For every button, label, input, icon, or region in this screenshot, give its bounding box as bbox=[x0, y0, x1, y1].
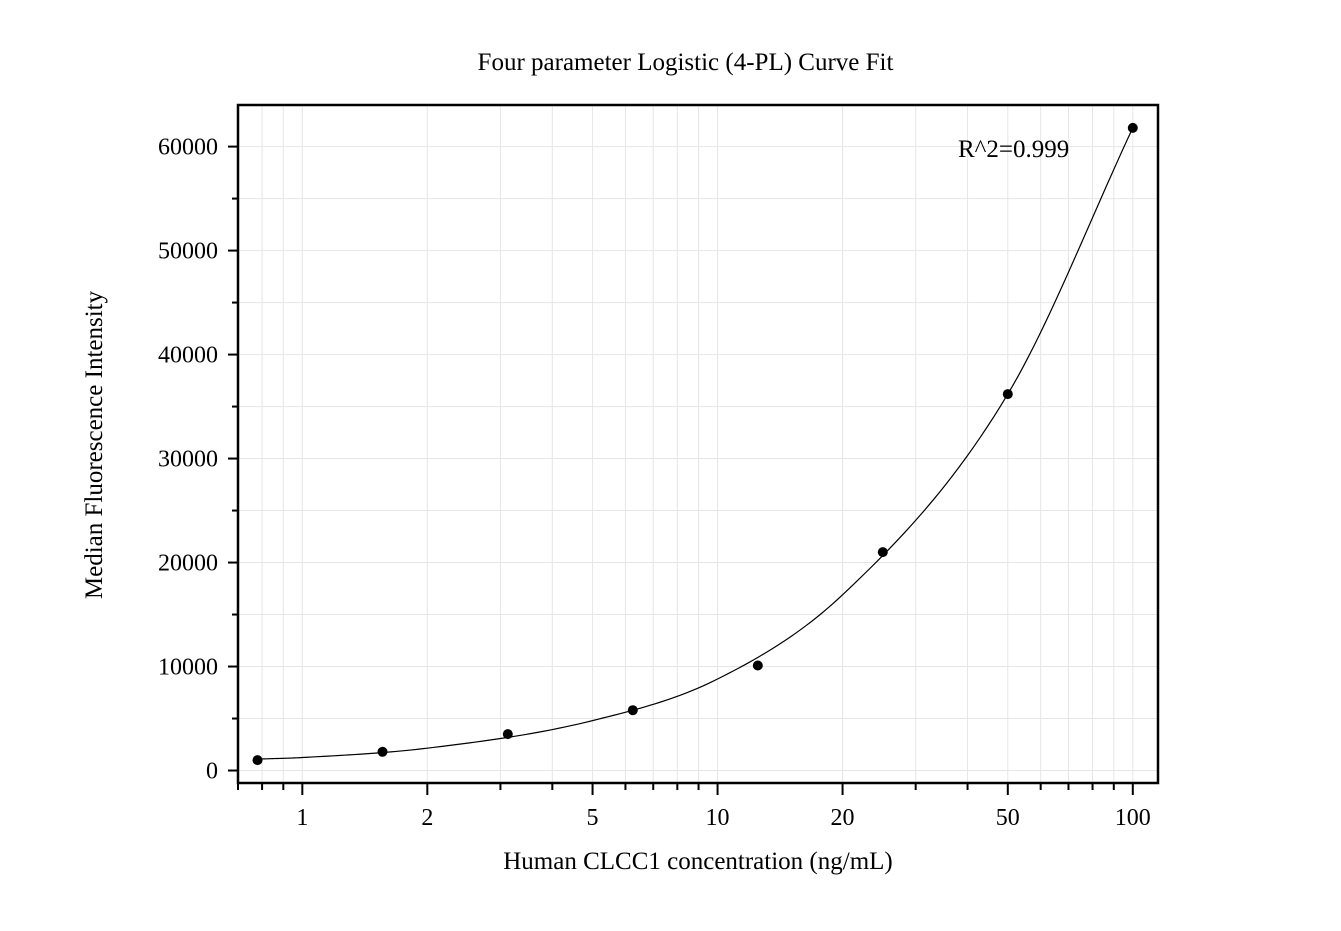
y-tick-label: 50000 bbox=[158, 239, 218, 265]
y-tick-label: 60000 bbox=[158, 135, 218, 161]
x-axis-label: Human CLCC1 concentration (ng/mL) bbox=[503, 848, 893, 875]
plot-frame bbox=[236, 103, 1160, 785]
x-tick-label: 1 bbox=[296, 805, 308, 831]
y-tick-label: 40000 bbox=[158, 343, 218, 369]
data-point bbox=[1127, 122, 1138, 133]
y-axis-label: Median Fluorescence Intensity bbox=[81, 290, 108, 600]
data-point bbox=[627, 705, 638, 716]
x-tick-label: 10 bbox=[706, 805, 730, 831]
data-points bbox=[252, 122, 1138, 766]
fit-curve bbox=[257, 127, 1134, 760]
x-tick-label: 50 bbox=[996, 805, 1020, 831]
data-point bbox=[1002, 389, 1013, 400]
x-tick-label: 5 bbox=[587, 805, 599, 831]
y-tick-label: 20000 bbox=[158, 551, 218, 577]
x-tick-label: 20 bbox=[831, 805, 855, 831]
y-tick-label: 10000 bbox=[158, 655, 218, 681]
r-squared-annotation: R^2=0.999 bbox=[958, 136, 1070, 163]
data-point bbox=[377, 746, 388, 757]
y-tick-label: 30000 bbox=[158, 447, 218, 473]
y-tick-label: 0 bbox=[206, 759, 218, 785]
x-tick-label: 100 bbox=[1115, 805, 1151, 831]
chart-title: Four parameter Logistic (4-PL) Curve Fit bbox=[477, 49, 894, 76]
axes: 1 2 5 10 20 50 100 0 10000 20000 30000 40000 50000 60… bbox=[158, 135, 1151, 831]
data-point bbox=[502, 729, 513, 740]
x-tick-label: 2 bbox=[421, 805, 433, 831]
data-point bbox=[752, 660, 763, 671]
data-point bbox=[252, 755, 263, 766]
grid bbox=[237, 105, 1158, 783]
fit-curve-layer bbox=[257, 127, 1134, 760]
data-point bbox=[877, 547, 888, 558]
